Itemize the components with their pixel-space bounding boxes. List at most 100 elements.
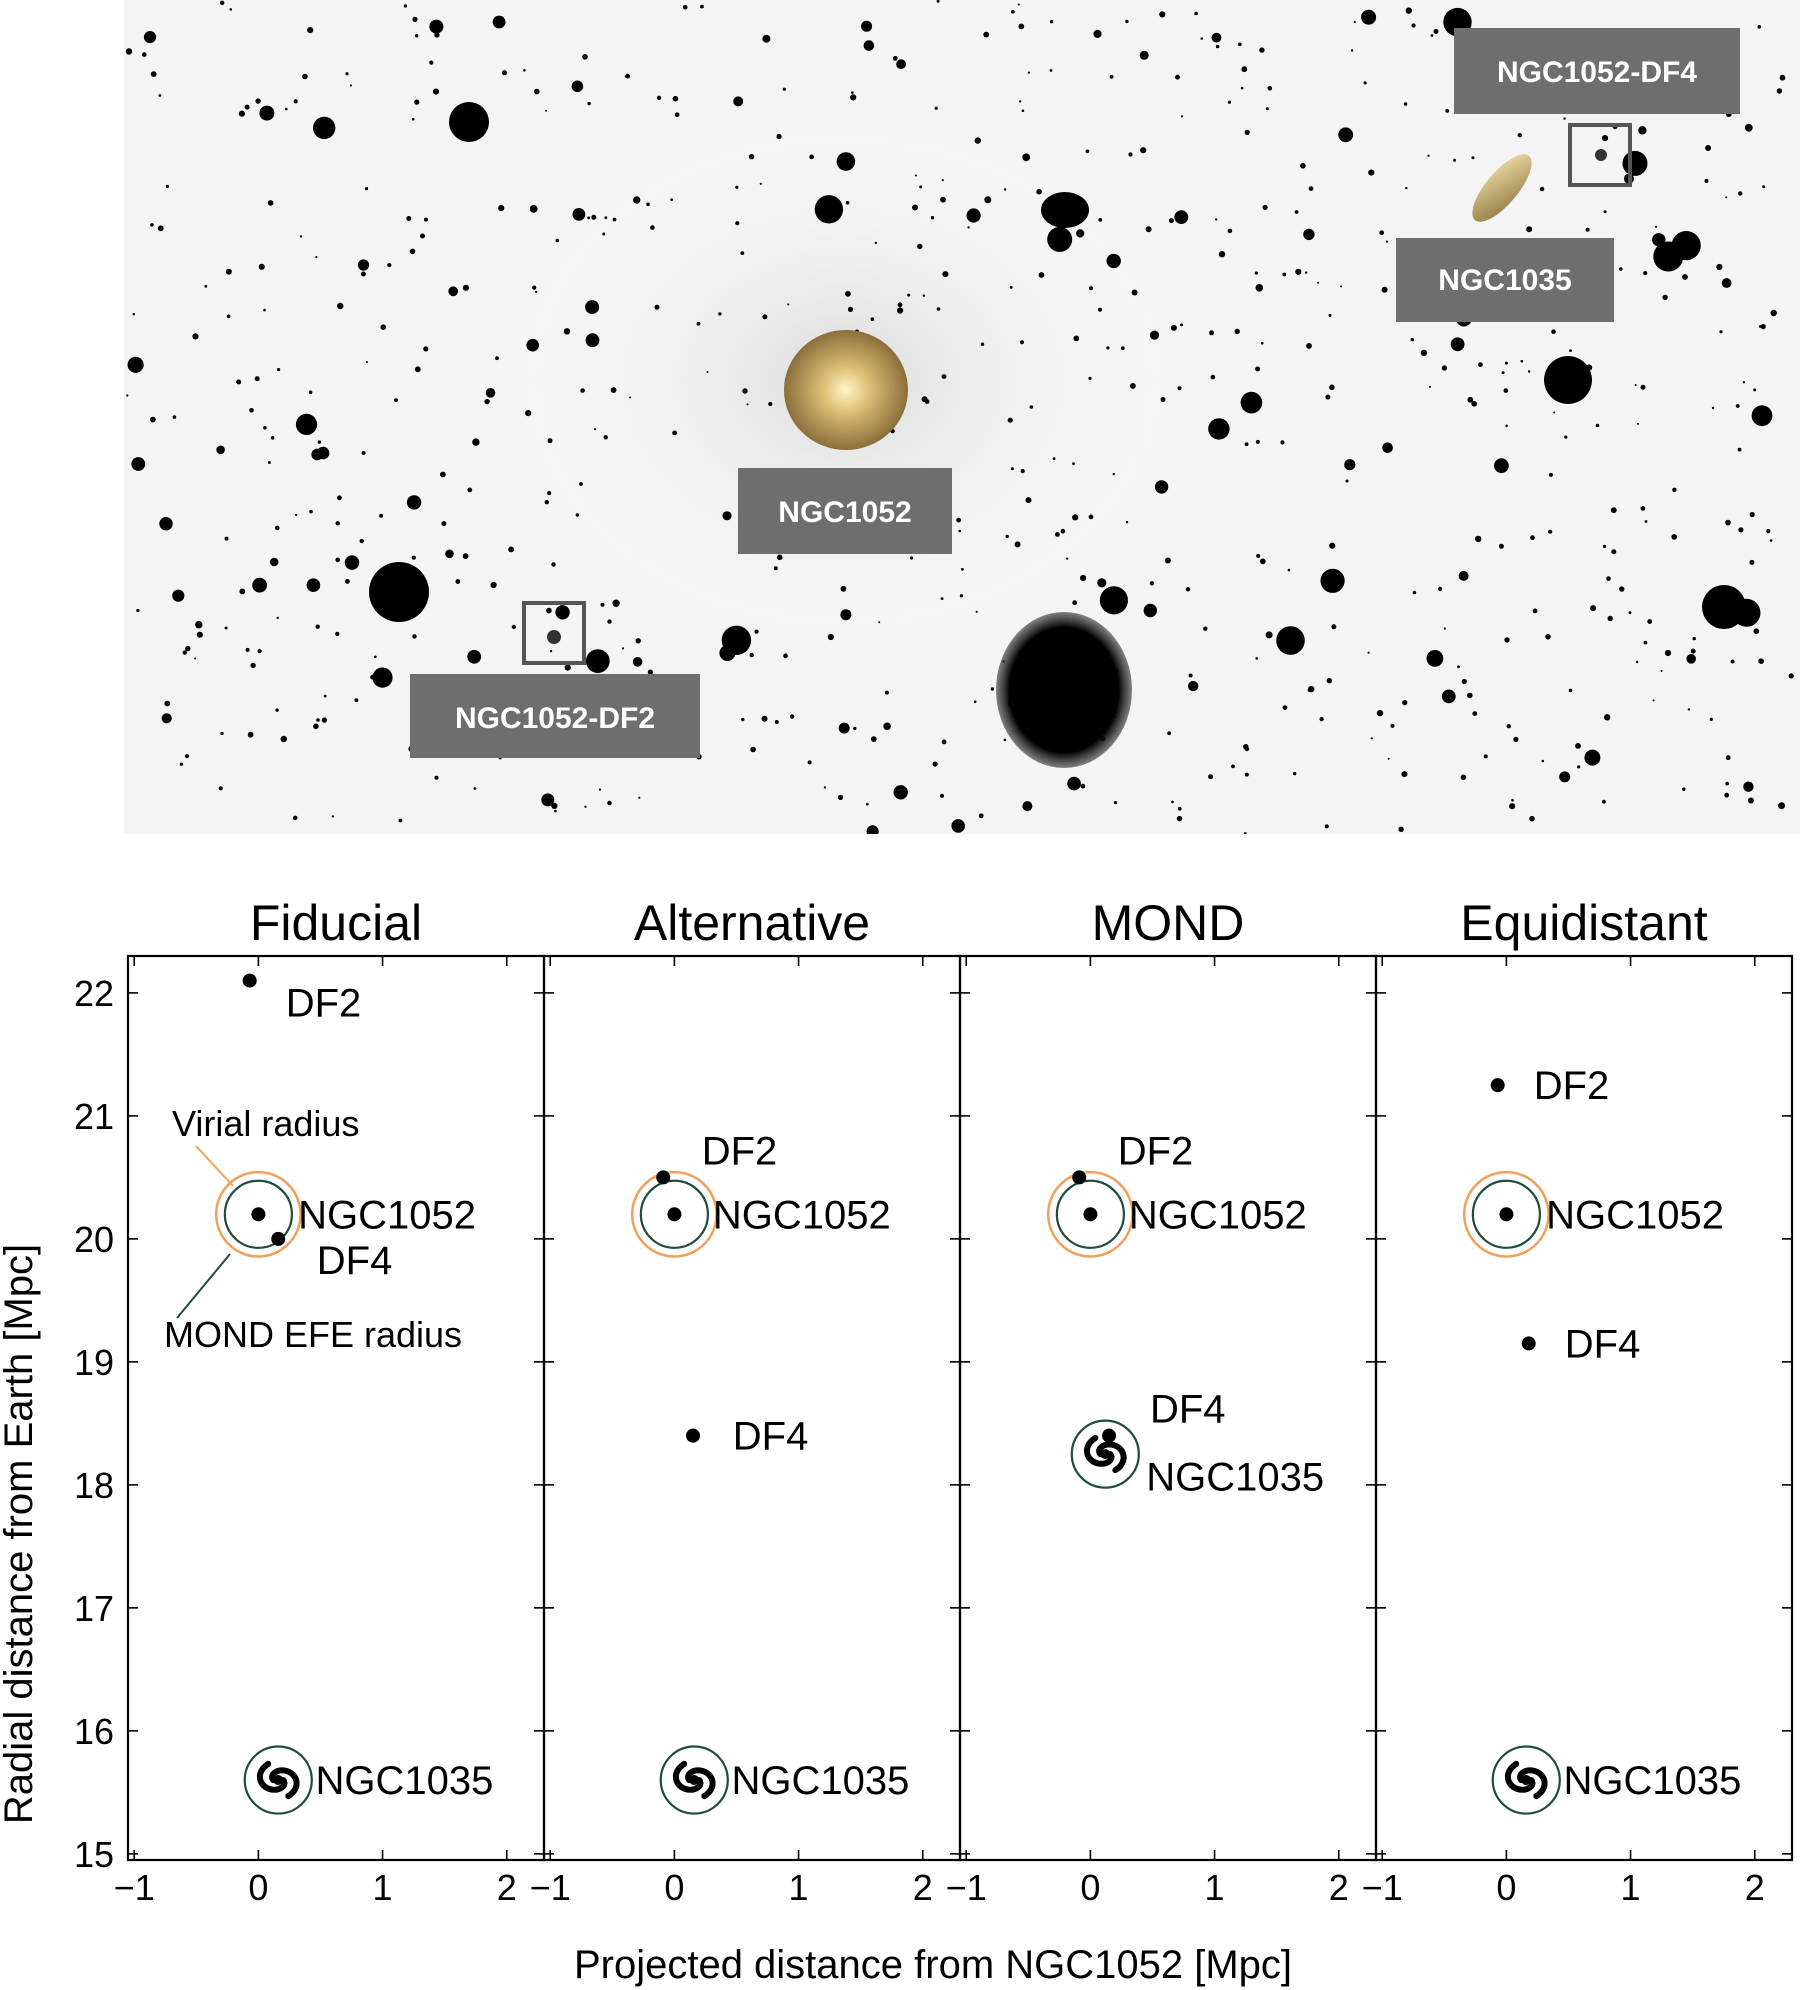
star <box>941 179 944 182</box>
star <box>1504 361 1508 365</box>
star <box>136 608 140 613</box>
star <box>1300 163 1306 169</box>
star <box>502 70 507 76</box>
star <box>1282 272 1287 277</box>
ngc1035-symbol <box>659 1745 729 1815</box>
star <box>1011 9 1015 14</box>
star <box>591 214 597 220</box>
star <box>741 717 745 722</box>
star <box>1130 383 1136 389</box>
point-label-df4: DF4 <box>1565 1322 1641 1366</box>
star <box>1692 636 1696 641</box>
star <box>924 399 930 404</box>
star <box>719 645 736 661</box>
star <box>896 59 906 70</box>
star <box>1602 544 1607 549</box>
point-label-df2: DF2 <box>1118 1129 1194 1173</box>
star <box>773 566 778 571</box>
star <box>1047 226 1073 252</box>
star <box>354 698 359 703</box>
star <box>585 333 600 348</box>
star <box>143 30 157 44</box>
star <box>1036 188 1042 195</box>
ngc1052-galaxy <box>784 330 908 450</box>
star <box>602 232 606 236</box>
star <box>1381 286 1388 293</box>
star <box>733 96 744 107</box>
star <box>1018 23 1025 30</box>
ngc1035-efe-circle <box>243 1745 313 1815</box>
star <box>1243 832 1247 834</box>
star <box>1749 559 1755 565</box>
star <box>783 653 788 659</box>
star <box>1527 370 1531 373</box>
star <box>1682 274 1688 280</box>
star <box>1738 527 1744 533</box>
star <box>424 217 428 222</box>
star <box>258 263 265 270</box>
star <box>126 394 129 397</box>
star <box>941 739 947 745</box>
star <box>761 715 768 722</box>
star <box>847 306 854 312</box>
star <box>1350 49 1354 52</box>
label-df2-text: NGC1052-DF2 <box>455 702 655 735</box>
star <box>762 314 768 320</box>
star <box>441 521 447 527</box>
star <box>1504 637 1510 643</box>
star <box>1671 231 1701 261</box>
star <box>584 805 587 808</box>
ngc1035-symbol <box>243 1745 313 1815</box>
star <box>508 546 514 553</box>
star <box>1725 781 1729 786</box>
star <box>1382 442 1393 454</box>
x-tick-label: 2 <box>913 1867 933 1908</box>
star <box>1568 688 1573 693</box>
star <box>1559 771 1571 783</box>
star <box>990 687 995 691</box>
star <box>1027 71 1030 74</box>
star <box>1426 650 1444 667</box>
star <box>204 284 208 288</box>
star <box>311 448 323 461</box>
star <box>1072 600 1078 606</box>
efe-radius-circle <box>1471 1179 1542 1249</box>
star <box>1585 227 1590 232</box>
panel-title: Equidistant <box>1460 895 1707 951</box>
star <box>807 760 812 765</box>
star <box>1690 648 1696 654</box>
star <box>255 98 261 104</box>
virial-radius-label: Virial radius <box>172 1103 359 1144</box>
bright-star <box>1544 356 1592 404</box>
star <box>280 735 287 743</box>
spiral-core <box>1521 1775 1532 1786</box>
star <box>1345 479 1349 483</box>
star <box>440 471 446 478</box>
star <box>1770 309 1777 317</box>
star <box>1445 109 1450 113</box>
star <box>1180 323 1184 327</box>
star <box>1259 47 1265 53</box>
star <box>276 616 279 620</box>
star <box>1584 749 1601 766</box>
star <box>984 196 992 204</box>
star <box>398 818 403 823</box>
point-label-df2: DF2 <box>286 982 362 1026</box>
star <box>313 116 336 140</box>
star <box>345 72 349 76</box>
star <box>1730 659 1735 664</box>
star <box>406 216 412 221</box>
star <box>315 624 320 629</box>
point-label-df2: DF2 <box>1534 1064 1610 1108</box>
star <box>1067 776 1081 791</box>
star <box>1662 294 1668 301</box>
star <box>412 16 418 22</box>
panel-title: MOND <box>1092 895 1245 951</box>
star <box>1471 401 1477 407</box>
star <box>249 408 254 413</box>
point-df2 <box>242 973 257 988</box>
y-tick-label: 21 <box>74 1096 114 1137</box>
star <box>1076 229 1085 238</box>
star <box>1433 28 1439 34</box>
star <box>700 4 704 9</box>
